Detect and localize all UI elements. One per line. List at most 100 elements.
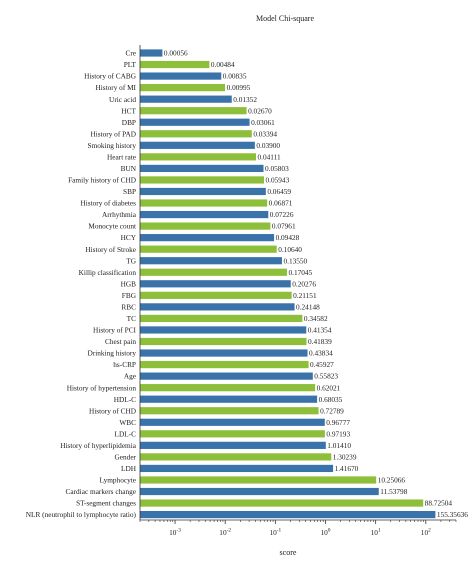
bar-34 bbox=[140, 441, 326, 449]
value-label-19: 0.17045 bbox=[288, 268, 312, 277]
bar-29 bbox=[140, 384, 316, 392]
value-label-3: 0.00995 bbox=[227, 83, 251, 92]
bars-layer bbox=[140, 49, 436, 519]
category-label-6: DBP bbox=[122, 118, 136, 127]
x-tick-label-4: 101 bbox=[371, 528, 381, 538]
value-label-23: 0.34582 bbox=[304, 314, 328, 323]
x-axis: 10-3 10-2 10-1 100 101 102 bbox=[139, 45, 457, 538]
value-label-1: 0.00484 bbox=[211, 60, 235, 69]
category-label-0: Cre bbox=[125, 49, 136, 58]
bar-14 bbox=[140, 210, 269, 219]
bar-9 bbox=[140, 153, 256, 161]
category-label-12: SBP bbox=[123, 187, 136, 196]
value-label-12: 0.06459 bbox=[267, 187, 291, 196]
value-label-24: 0.41354 bbox=[308, 326, 332, 335]
bar-24 bbox=[140, 326, 307, 334]
category-label-5: HCT bbox=[121, 106, 136, 115]
bar-19 bbox=[140, 268, 287, 276]
bar-5 bbox=[140, 107, 247, 115]
bar-11 bbox=[140, 176, 265, 184]
category-label-30: HDL-C bbox=[114, 395, 136, 404]
x-tick-label-2: 10-1 bbox=[269, 528, 281, 538]
category-label-14: Arrhythmia bbox=[102, 210, 137, 219]
bar-28 bbox=[140, 372, 313, 380]
category-label-22: RBC bbox=[121, 302, 136, 311]
category-label-39: ST-segment changes bbox=[76, 499, 136, 508]
value-label-9: 0.04111 bbox=[257, 152, 281, 161]
bar-3 bbox=[140, 84, 226, 92]
category-label-34: History of hyperlipidemia bbox=[60, 441, 137, 450]
bar-36 bbox=[140, 464, 334, 473]
category-label-35: Gender bbox=[115, 453, 137, 462]
category-label-1: PLT bbox=[124, 60, 137, 69]
bar-18 bbox=[140, 257, 282, 265]
bar-40 bbox=[140, 511, 436, 519]
value-label-0: 0.00056 bbox=[164, 49, 188, 58]
category-label-29: History of hypertension bbox=[67, 383, 137, 392]
value-labels: 0.00056 0.00484 0.00835 0.00995 0.01352 0.026… bbox=[164, 49, 468, 520]
bar-30 bbox=[140, 395, 318, 403]
value-label-40: 155.35636 bbox=[437, 510, 468, 519]
chart-title: Model Chi-square bbox=[256, 14, 314, 23]
bar-21 bbox=[140, 291, 292, 299]
category-label-16: HCY bbox=[121, 233, 137, 242]
bar-12 bbox=[140, 187, 266, 196]
bar-2 bbox=[140, 72, 222, 80]
x-tick-label-0: 10-3 bbox=[169, 528, 181, 538]
bar-33 bbox=[140, 430, 325, 438]
category-label-36: LDH bbox=[121, 464, 137, 473]
bar-37 bbox=[140, 476, 377, 484]
bar-6 bbox=[140, 118, 250, 126]
bar-1 bbox=[140, 60, 210, 69]
value-label-33: 0.97193 bbox=[326, 429, 350, 438]
value-label-17: 0.10640 bbox=[278, 245, 302, 254]
value-label-38: 11.53798 bbox=[380, 487, 407, 496]
x-tick-label-3: 100 bbox=[321, 528, 331, 538]
bar-23 bbox=[140, 314, 303, 323]
category-label-40: NLR (neutrophil to lymphocyte ratio) bbox=[26, 510, 137, 519]
value-label-8: 0.03900 bbox=[256, 141, 280, 150]
value-label-34: 1.01410 bbox=[327, 441, 351, 450]
category-label-33: LDL-C bbox=[115, 429, 137, 438]
category-label-8: Smoking history bbox=[88, 141, 137, 150]
category-label-21: FBG bbox=[122, 291, 137, 300]
category-label-13: History of diabetes bbox=[80, 199, 136, 208]
category-label-17: History of Stroke bbox=[85, 245, 136, 254]
value-label-27: 0.45927 bbox=[310, 360, 334, 369]
value-label-4: 0.01352 bbox=[233, 95, 257, 104]
category-label-18: TG bbox=[126, 256, 136, 265]
bar-15 bbox=[140, 222, 271, 230]
category-label-24: History of PCI bbox=[93, 326, 137, 335]
category-label-26: Drinking history bbox=[88, 349, 137, 358]
bar-16 bbox=[140, 234, 275, 242]
value-label-39: 88.72504 bbox=[425, 499, 453, 508]
bar-27 bbox=[140, 360, 309, 369]
bar-31 bbox=[140, 407, 319, 415]
x-tick-label-5: 102 bbox=[421, 528, 431, 538]
bar-39 bbox=[140, 499, 424, 507]
category-label-27: hs-CRP bbox=[113, 360, 136, 369]
value-label-31: 0.72789 bbox=[320, 406, 344, 415]
value-label-22: 0.24148 bbox=[296, 302, 320, 311]
value-label-16: 0.09428 bbox=[276, 233, 300, 242]
category-label-11: Family history of CHD bbox=[68, 176, 136, 185]
bar-25 bbox=[140, 337, 307, 346]
category-label-3: History of MI bbox=[95, 83, 136, 92]
category-label-4: Uric acid bbox=[109, 95, 136, 104]
category-label-31: History of CHD bbox=[89, 406, 136, 415]
bar-13 bbox=[140, 199, 268, 207]
category-label-2: History of CABG bbox=[84, 72, 137, 81]
bar-22 bbox=[140, 303, 295, 311]
value-label-5: 0.02670 bbox=[248, 106, 272, 115]
value-label-25: 0.41839 bbox=[308, 337, 332, 346]
category-label-23: TC bbox=[127, 314, 136, 323]
category-label-9: Heart rate bbox=[107, 152, 136, 161]
value-label-14: 0.07226 bbox=[270, 210, 294, 219]
value-label-26: 0.43834 bbox=[309, 349, 333, 358]
bar-17 bbox=[140, 245, 277, 253]
value-label-30: 0.68035 bbox=[319, 395, 343, 404]
value-label-10: 0.05803 bbox=[265, 164, 289, 173]
category-label-37: Lymphocyte bbox=[100, 476, 136, 485]
